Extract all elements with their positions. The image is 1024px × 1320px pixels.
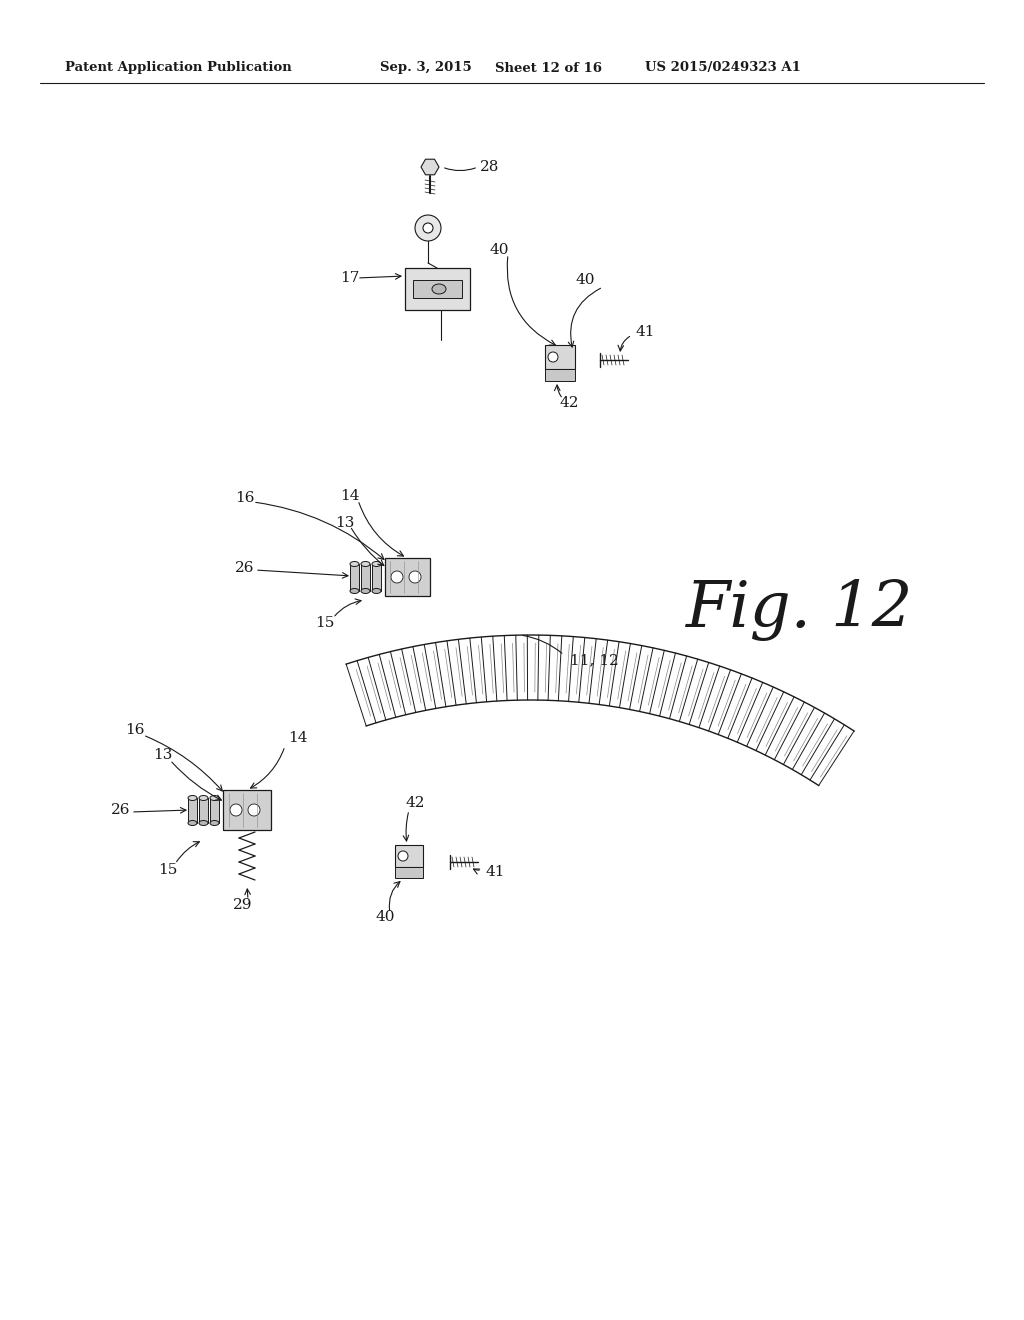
Text: Fig. 12: Fig. 12 [686, 579, 913, 642]
Polygon shape [421, 160, 439, 174]
Ellipse shape [199, 796, 208, 800]
Text: 16: 16 [234, 491, 255, 506]
Ellipse shape [350, 589, 359, 594]
Bar [350, 564, 359, 591]
Bar [406, 268, 470, 310]
Text: 15: 15 [315, 616, 335, 630]
Bar [385, 558, 430, 597]
Text: 16: 16 [125, 723, 144, 737]
Ellipse shape [210, 821, 219, 825]
Text: Sheet 12 of 16: Sheet 12 of 16 [495, 62, 602, 74]
Text: 41: 41 [485, 865, 505, 879]
Ellipse shape [432, 284, 446, 294]
Text: 29: 29 [233, 898, 253, 912]
Bar [372, 564, 381, 591]
Ellipse shape [372, 561, 381, 566]
Bar [395, 867, 423, 878]
Circle shape [415, 215, 441, 242]
Ellipse shape [361, 589, 370, 594]
Text: 17: 17 [340, 271, 359, 285]
Ellipse shape [210, 796, 219, 800]
Text: 40: 40 [375, 909, 394, 924]
Ellipse shape [188, 821, 197, 825]
Text: 26: 26 [111, 803, 130, 817]
Text: Patent Application Publication: Patent Application Publication [65, 62, 292, 74]
Circle shape [423, 223, 433, 234]
Text: 13: 13 [335, 516, 354, 531]
Bar [188, 799, 197, 822]
Circle shape [248, 804, 260, 816]
Circle shape [230, 804, 242, 816]
Circle shape [398, 851, 408, 861]
Text: 15: 15 [158, 863, 177, 876]
Bar [545, 345, 575, 370]
Text: Sep. 3, 2015: Sep. 3, 2015 [380, 62, 472, 74]
Bar [413, 280, 462, 298]
Text: 26: 26 [234, 561, 255, 576]
Bar [395, 845, 423, 867]
Ellipse shape [188, 796, 197, 800]
Bar [223, 789, 271, 830]
Text: 42: 42 [406, 796, 425, 810]
Text: 28: 28 [480, 160, 500, 174]
Ellipse shape [350, 561, 359, 566]
Bar [199, 799, 208, 822]
Text: 11, 12: 11, 12 [570, 653, 618, 667]
Bar [361, 564, 370, 591]
Ellipse shape [199, 821, 208, 825]
Text: 42: 42 [560, 396, 580, 411]
Text: 14: 14 [288, 731, 307, 744]
Circle shape [409, 572, 421, 583]
Bar [545, 370, 575, 381]
Text: US 2015/0249323 A1: US 2015/0249323 A1 [645, 62, 801, 74]
Text: 40: 40 [575, 273, 595, 286]
Ellipse shape [372, 589, 381, 594]
Text: 13: 13 [153, 748, 172, 762]
Bar [210, 799, 219, 822]
Text: 14: 14 [340, 488, 359, 503]
Text: 41: 41 [635, 325, 654, 339]
Circle shape [548, 352, 558, 362]
Text: 40: 40 [490, 243, 510, 257]
Ellipse shape [361, 561, 370, 566]
Circle shape [391, 572, 403, 583]
